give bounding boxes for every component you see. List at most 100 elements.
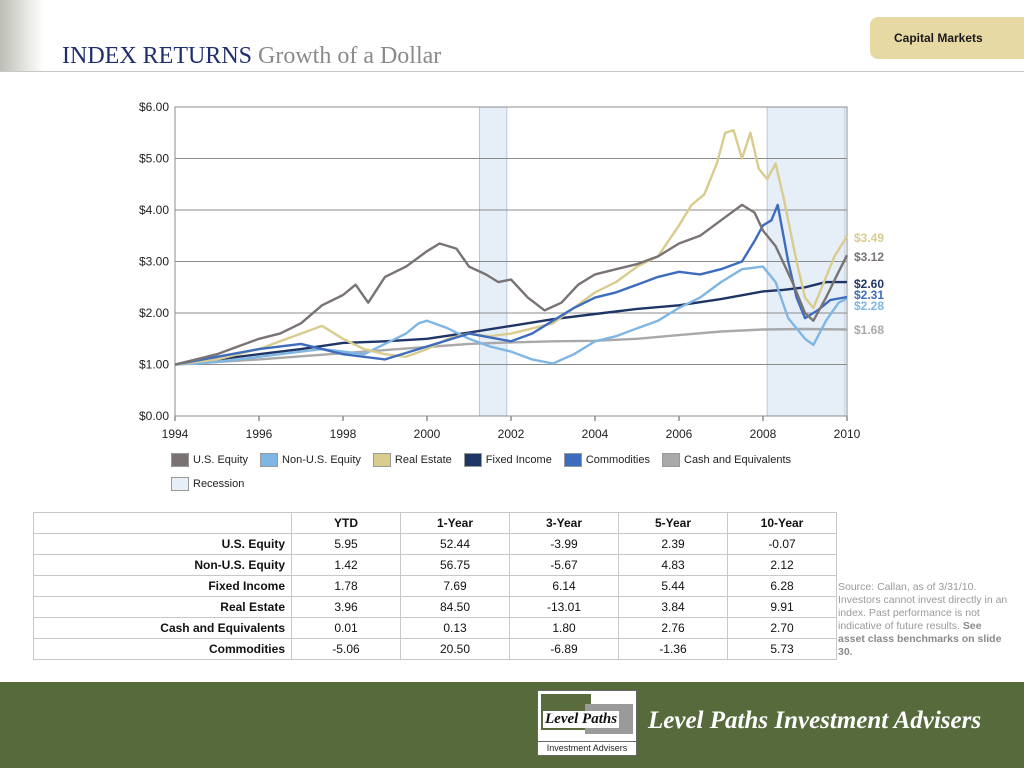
table-row-label: Cash and Equivalents bbox=[33, 617, 292, 639]
legend-item: Commodities bbox=[563, 453, 650, 467]
table-cell: 5.44 bbox=[618, 575, 728, 597]
x-tick-label: 2002 bbox=[498, 427, 525, 441]
table-cell: 20.50 bbox=[400, 638, 510, 660]
chart-legend: U.S. Equity Non-U.S. Equity Real Estate Fix… bbox=[171, 451, 851, 499]
table-cell: -5.67 bbox=[509, 554, 619, 576]
series-line-non-u-s-equity bbox=[174, 265, 848, 366]
legend-swatch-recession bbox=[171, 477, 189, 491]
source-note-link: See asset class benchmarks on slide 30. bbox=[838, 620, 1002, 658]
x-tick-label: 1998 bbox=[330, 427, 357, 441]
table-cell: 9.91 bbox=[727, 596, 837, 618]
table-cell: 4.83 bbox=[618, 554, 728, 576]
end-value-label: $3.49 bbox=[854, 231, 884, 245]
plot-frame bbox=[174, 106, 848, 417]
logo-wordmark: Level Paths bbox=[543, 711, 620, 728]
legend-label: Commodities bbox=[585, 454, 650, 466]
legend-item-recession: Recession bbox=[171, 477, 244, 491]
series-line-commodities bbox=[174, 203, 848, 366]
x-tick-label: 2004 bbox=[582, 427, 609, 441]
table-cell: 0.13 bbox=[400, 617, 510, 639]
legend-series-row: U.S. Equity Non-U.S. Equity Real Estate Fix… bbox=[171, 451, 851, 469]
legend-item: Non-U.S. Equity bbox=[260, 453, 361, 467]
end-value-label: $2.31 bbox=[854, 288, 884, 302]
legend-label: U.S. Equity bbox=[193, 454, 249, 466]
company-logo: Level Paths Investment Advisers bbox=[537, 690, 637, 756]
x-tick-label: 2006 bbox=[666, 427, 693, 441]
table-cell: 7.69 bbox=[400, 575, 510, 597]
legend-label: Real Estate bbox=[394, 454, 452, 466]
table-cell: 3.84 bbox=[618, 596, 728, 618]
growth-chart: $0.00 $1.00 $2.00 $3.00 $4.00 $5.00 $6.00 1994 1… bbox=[139, 100, 884, 441]
corner-gradient bbox=[0, 0, 44, 72]
table-row-label: Fixed Income bbox=[33, 575, 292, 597]
table-cell: 2.12 bbox=[727, 554, 837, 576]
table-cell: 2.76 bbox=[618, 617, 728, 639]
table-row: U.S. Equity 5.95 52.44 -3.99 2.39 -0.07 bbox=[33, 533, 837, 555]
table-cell: 84.50 bbox=[400, 596, 510, 618]
table-header-cell: 10-Year bbox=[727, 512, 837, 534]
logo-subtitle: Investment Advisers bbox=[538, 741, 636, 753]
legend-label: Cash and Equivalents bbox=[684, 454, 792, 466]
legend-label-recession: Recession bbox=[193, 478, 245, 490]
y-tick-label: $0.00 bbox=[139, 409, 169, 423]
legend-label: Fixed Income bbox=[485, 454, 552, 466]
legend-recession-row: Recession bbox=[171, 475, 851, 493]
table-cell: 1.42 bbox=[291, 554, 401, 576]
table-row: Non-U.S. Equity 1.42 56.75 -5.67 4.83 2.12 bbox=[33, 554, 837, 576]
table-cell: -1.36 bbox=[618, 638, 728, 660]
table-cell: -3.99 bbox=[509, 533, 619, 555]
table-cell: 5.95 bbox=[291, 533, 401, 555]
table-row-label: Commodities bbox=[33, 638, 292, 660]
end-value-label: $3.12 bbox=[854, 250, 884, 264]
footer-bar bbox=[0, 682, 1024, 768]
legend-label: Non-U.S. Equity bbox=[282, 454, 361, 466]
y-tick-label: $3.00 bbox=[139, 255, 169, 269]
legend-item: U.S. Equity bbox=[171, 453, 248, 467]
legend-item: Real Estate bbox=[372, 453, 452, 467]
table-header-cell bbox=[33, 512, 292, 534]
series-line-fixed-income bbox=[174, 280, 847, 366]
title-main: INDEX RETURNS bbox=[62, 43, 252, 69]
table-cell: 6.14 bbox=[509, 575, 619, 597]
legend-swatch bbox=[662, 453, 680, 467]
legend-swatch bbox=[372, 453, 391, 467]
series-line-u-s-equity bbox=[174, 203, 849, 366]
y-tick-label: $4.00 bbox=[139, 203, 169, 217]
table-cell: 52.44 bbox=[400, 533, 510, 555]
brand-name: Level Paths Investment Advisers bbox=[648, 707, 982, 734]
x-tick-label: 2008 bbox=[750, 427, 777, 441]
table-cell: 1.80 bbox=[509, 617, 619, 639]
source-note-text: Source: Callan, as of 3/31/10. Investors… bbox=[838, 581, 1008, 632]
end-value-label: $2.28 bbox=[854, 299, 884, 313]
table-cell: 6.28 bbox=[727, 575, 837, 597]
table-cell: 3.96 bbox=[291, 596, 401, 618]
y-tick-label: $6.00 bbox=[139, 100, 169, 114]
table-header-cell: 5-Year bbox=[618, 512, 728, 534]
table-row: Cash and Equivalents 0.01 0.13 1.80 2.76 2.70 bbox=[33, 617, 837, 639]
section-tab: Capital Markets bbox=[870, 17, 1024, 59]
table-header-cell: 3-Year bbox=[509, 512, 619, 534]
returns-table: YTD 1-Year 3-Year 5-Year 10-Year U.S. Equity… bbox=[33, 512, 837, 660]
legend-swatch bbox=[563, 453, 582, 467]
y-tick-label: $5.00 bbox=[139, 152, 169, 166]
end-value-label: $2.60 bbox=[854, 277, 884, 291]
table-header-cell: YTD bbox=[291, 512, 401, 534]
source-note: Source: Callan, as of 3/31/10. Investors… bbox=[838, 581, 1008, 659]
series-line-real-estate bbox=[174, 129, 849, 366]
table-cell: 5.73 bbox=[727, 638, 837, 660]
page-title: INDEX RETURNS Growth of a Dollar bbox=[62, 42, 441, 70]
table-cell: 0.01 bbox=[291, 617, 401, 639]
logo-graphic: Level Paths bbox=[541, 694, 633, 740]
end-value-label: $1.68 bbox=[854, 323, 884, 337]
table-cell: 2.70 bbox=[727, 617, 837, 639]
x-tick-label: 2000 bbox=[414, 427, 441, 441]
table-row: Real Estate 3.96 84.50 -13.01 3.84 9.91 bbox=[33, 596, 837, 618]
table-row: Fixed Income 1.78 7.69 6.14 5.44 6.28 bbox=[33, 575, 837, 597]
y-tick-label: $1.00 bbox=[139, 358, 169, 372]
table-row-label: Real Estate bbox=[33, 596, 292, 618]
legend-swatch bbox=[463, 453, 482, 467]
table-body: U.S. Equity 5.95 52.44 -3.99 2.39 -0.07 Non-U.… bbox=[33, 533, 837, 660]
legend-swatch bbox=[260, 453, 279, 467]
legend-item: Cash and Equivalents bbox=[662, 453, 791, 467]
table-header-row: YTD 1-Year 3-Year 5-Year 10-Year bbox=[33, 512, 837, 534]
